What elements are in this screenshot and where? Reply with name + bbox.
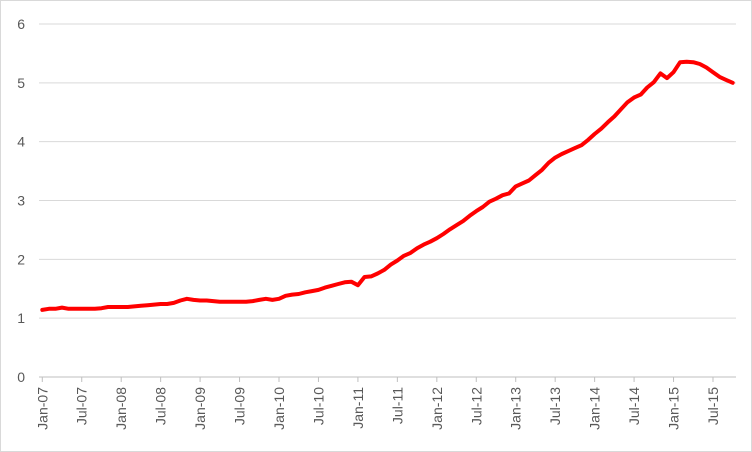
x-tick-label: Jan-11 — [350, 387, 366, 429]
x-tick-label: Jan-10 — [271, 387, 287, 430]
x-tick-label: Jul-12 — [468, 387, 484, 425]
x-tick-label: Jan-09 — [192, 387, 208, 430]
x-tick-label: Jan-07 — [34, 387, 50, 430]
x-tick-label: Jul-15 — [705, 387, 721, 425]
series-layer — [40, 59, 735, 312]
x-tick-label: Jul-08 — [153, 387, 169, 425]
y-tick-label: 3 — [17, 193, 25, 209]
x-tick-label: Jul-14 — [626, 387, 642, 425]
y-tick-label: 1 — [17, 310, 25, 326]
x-tick-label: Jan-12 — [429, 387, 445, 430]
x-axis-ticks: Jan-07 Jul-07 Jan-08 Jul-08 Jan-09 Jul-09 Jan-… — [34, 377, 721, 430]
x-tick-label: Jul-07 — [74, 387, 90, 425]
x-tick-label: Jan-14 — [587, 387, 603, 430]
x-tick-label: Jul-09 — [232, 387, 248, 425]
y-tick-label: 4 — [17, 134, 25, 150]
series-line — [40, 59, 735, 312]
y-tick-label: 5 — [17, 75, 25, 91]
x-tick-label: Jul-11 — [389, 387, 405, 424]
y-axis-ticks: 0 1 2 3 4 5 6 — [17, 16, 25, 385]
y-tick-label: 2 — [17, 251, 25, 267]
x-tick-label: Jan-13 — [508, 387, 524, 430]
y-tick-label: 0 — [17, 369, 25, 385]
x-tick-label: Jan-15 — [666, 387, 682, 430]
x-tick-label: Jul-13 — [547, 387, 563, 425]
gridlines — [39, 23, 736, 378]
x-tick-label: Jul-10 — [310, 387, 326, 425]
y-tick-label: 6 — [17, 16, 25, 32]
x-tick-label: Jan-08 — [113, 387, 129, 430]
